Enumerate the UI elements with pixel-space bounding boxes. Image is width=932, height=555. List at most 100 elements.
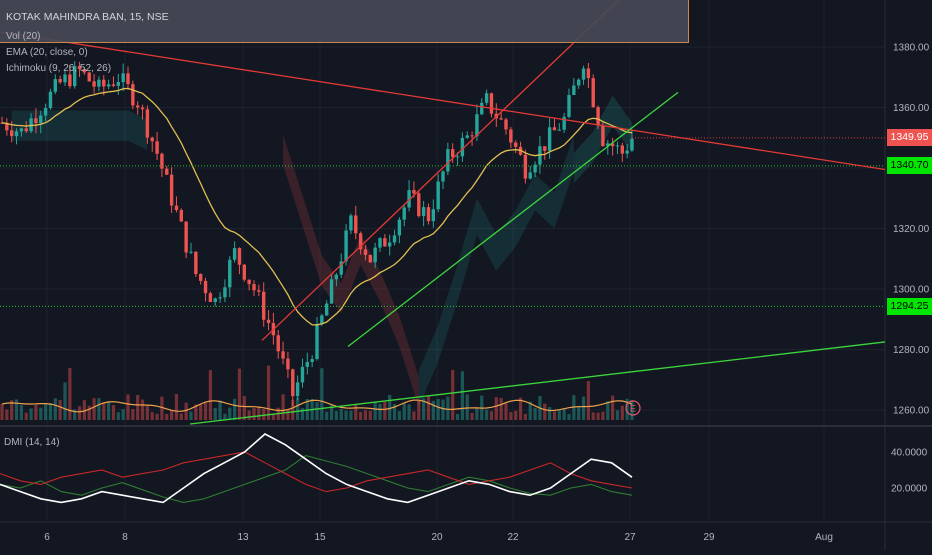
volume-bar — [315, 402, 319, 420]
symbol-title[interactable]: KOTAK MAHINDRA BAN, 15, NSE — [6, 11, 169, 23]
candle-body — [601, 125, 605, 146]
candle-body — [324, 303, 329, 316]
price-axis-tick: 1360.00 — [893, 103, 930, 114]
volume-bar — [397, 411, 401, 420]
volume-bar — [97, 398, 101, 420]
volume-bar — [145, 406, 149, 420]
volume-bar — [68, 368, 72, 420]
candle-body — [339, 261, 343, 275]
volume-bar — [218, 400, 222, 420]
candle-body — [97, 79, 101, 87]
candle-body — [504, 119, 508, 130]
time-axis-tick: 27 — [624, 532, 636, 543]
volume-bar — [591, 412, 595, 420]
candle-body — [315, 323, 319, 359]
volume-bar — [320, 368, 324, 420]
volume-bar — [392, 403, 397, 420]
volume-bar — [213, 407, 217, 420]
candle-body — [557, 129, 562, 131]
volume-bar — [0, 404, 4, 420]
volume-bar — [426, 396, 431, 420]
volume-bar — [349, 410, 353, 420]
candle-body — [92, 81, 96, 87]
volume-bar — [368, 410, 372, 420]
time-axis-tick: 6 — [44, 532, 50, 543]
candle-body — [610, 143, 615, 147]
volume-bar — [422, 398, 426, 420]
volume-bar — [451, 369, 455, 420]
candles — [0, 61, 634, 407]
volume-bar — [514, 410, 518, 420]
volume-bar — [388, 394, 392, 420]
candle-body — [189, 251, 193, 253]
candle-body — [291, 369, 295, 397]
volume-bar — [252, 408, 256, 420]
candle-body — [358, 233, 363, 250]
candle-body — [213, 298, 217, 302]
volume-bar — [223, 413, 227, 420]
volume-bar — [266, 365, 271, 420]
candle-body — [378, 238, 382, 248]
volume-bar — [14, 399, 19, 420]
candle-body — [547, 127, 552, 151]
volume-bar — [92, 398, 96, 420]
volume-bar — [155, 413, 159, 420]
candle-body — [184, 221, 188, 253]
red-resistance-trendline — [0, 31, 886, 171]
ichimoku-indicator-label[interactable]: Ichimoku (9, 26, 52, 26) — [6, 63, 112, 74]
candle-body — [174, 205, 179, 210]
candle-body — [77, 66, 82, 70]
volume-bar — [630, 400, 634, 420]
candle-body — [87, 72, 91, 82]
candle-body — [625, 150, 629, 154]
volume-bar — [518, 397, 523, 420]
volume-bar — [29, 408, 33, 420]
candle-body — [552, 127, 557, 131]
price-axis-tick: 1260.00 — [893, 406, 930, 417]
volume-bars — [0, 365, 634, 420]
volume-bar — [24, 412, 28, 420]
volume-bar — [228, 407, 232, 420]
volume-bar — [407, 404, 411, 420]
candle-body — [295, 382, 300, 397]
volume-bar — [581, 396, 586, 420]
vol-indicator-label[interactable]: Vol (20) — [6, 31, 41, 42]
candle-body — [300, 366, 305, 383]
volume-bar — [412, 411, 416, 420]
volume-bar — [334, 411, 338, 420]
earnings-marker-label: E — [630, 404, 636, 414]
cloud-band — [283, 134, 419, 407]
candle-body — [126, 73, 130, 85]
candle-body — [329, 279, 334, 304]
volume-bar — [523, 413, 527, 420]
volume-bar — [625, 398, 629, 420]
candle-body — [543, 146, 547, 151]
ema-indicator-label[interactable]: EMA (20, close, 0) — [6, 47, 88, 58]
ichimoku-cloud — [11, 95, 632, 407]
candle-body — [43, 108, 48, 116]
candle-body — [620, 145, 625, 154]
dmi-indicator-label[interactable]: DMI (14, 14) — [4, 437, 60, 448]
volume-bar — [19, 404, 23, 420]
dmi-pane — [0, 433, 633, 504]
volume-bar — [63, 382, 67, 420]
volume-bar — [548, 406, 552, 420]
volume-bar — [359, 411, 363, 420]
candle-body — [387, 242, 392, 247]
time-axis-tick: 29 — [703, 532, 715, 543]
candle-body — [131, 84, 135, 106]
candle-body — [203, 280, 208, 294]
volume-bar — [194, 404, 198, 420]
time-axis-tick: 15 — [314, 532, 326, 543]
dmi-series-adx — [0, 433, 633, 504]
volume-bar — [150, 412, 154, 420]
volume-bar — [39, 407, 43, 420]
red-channel-trendline — [261, 0, 620, 341]
volume-bar — [489, 411, 494, 420]
volume-bar — [262, 409, 266, 420]
candle-body — [513, 142, 518, 147]
candle-body — [436, 181, 440, 210]
volume-bar — [615, 410, 620, 420]
